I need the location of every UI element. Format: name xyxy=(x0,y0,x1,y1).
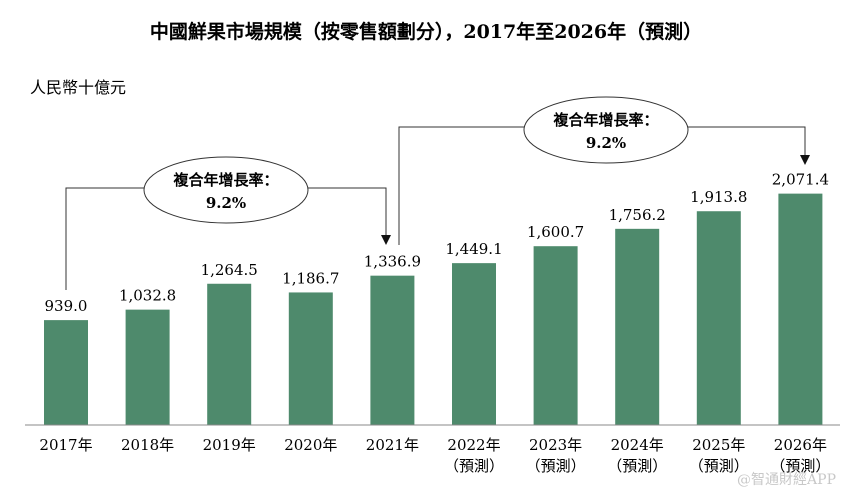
value-label: 1,600.7 xyxy=(527,223,584,241)
x-tick-label: 2026年 xyxy=(774,436,827,454)
bar-2017年 xyxy=(44,320,88,425)
x-axis-ticks: 2017年 2018年 2019年 2020年 2021年 2022年 （預測） 2023年 （… xyxy=(39,436,830,475)
value-label: 1,449.1 xyxy=(445,240,502,258)
value-label: 1,186.7 xyxy=(282,269,339,287)
bar-2022年 xyxy=(452,263,496,425)
x-tick-label: 2024年 xyxy=(611,436,664,454)
cagr-annotation: 複合年增長率： 9.2% xyxy=(398,96,810,245)
value-label: 1,336.9 xyxy=(364,253,421,271)
bar-2024年 xyxy=(615,228,660,425)
x-tick-label: 2017年 xyxy=(39,436,92,454)
x-tick-label: 2019年 xyxy=(203,436,256,454)
x-tick-note: （預測） xyxy=(526,457,586,475)
x-tick-note: （預測） xyxy=(444,457,504,475)
x-tick-label: 2023年 xyxy=(529,436,582,454)
bar-2021年 xyxy=(370,275,415,425)
cagr-label: 複合年增長率： xyxy=(172,171,278,189)
x-tick-label: 2025年 xyxy=(692,436,745,454)
bar-2018年 xyxy=(125,309,170,425)
cagr-annotation: 複合年增長率： 9.2% xyxy=(65,156,391,290)
x-tick-note: （預測） xyxy=(689,457,749,475)
bar-2025年 xyxy=(696,211,741,425)
cagr-value: 9.2% xyxy=(206,194,246,212)
value-label: 1,032.8 xyxy=(119,287,176,305)
x-tick-label: 2018年 xyxy=(121,436,174,454)
cagr-ellipse xyxy=(523,96,689,164)
x-tick-label: 2022年 xyxy=(447,436,500,454)
cagr-ellipse xyxy=(143,156,309,224)
chart-title: 中國鮮果市場規模（按零售額劃分），2017年至2026年（預測） xyxy=(150,20,702,43)
value-label: 1,264.5 xyxy=(201,261,258,279)
x-tick-note: （預測） xyxy=(770,457,830,475)
bars-group xyxy=(44,193,823,425)
unit-label: 人民幣十億元 xyxy=(30,78,126,97)
value-label: 939.0 xyxy=(45,297,88,315)
x-tick-note: （預測） xyxy=(607,457,667,475)
value-label: 2,071.4 xyxy=(772,171,829,189)
x-tick-label: 2021年 xyxy=(366,436,419,454)
bar-2019年 xyxy=(207,283,252,425)
x-tick-label: 2020年 xyxy=(284,436,337,454)
value-label: 1,756.2 xyxy=(609,206,666,224)
cagr-arrow-head xyxy=(800,155,810,165)
cagr-annotations: 複合年增長率： 9.2% 複合年增長率： 9.2% xyxy=(65,96,810,290)
cagr-label: 複合年增長率： xyxy=(552,111,658,129)
value-labels-group: 939.0 1,032.8 1,264.5 1,186.7 1,336.9 1,449.1… xyxy=(45,171,830,315)
watermark: @智通財經APP xyxy=(737,472,836,488)
bar-2023年 xyxy=(533,246,578,425)
bar-2026年 xyxy=(778,193,823,425)
cagr-arrow-head xyxy=(381,235,391,245)
bar-2020年 xyxy=(288,292,333,425)
value-label: 1,913.8 xyxy=(690,188,747,206)
cagr-value: 9.2% xyxy=(586,134,626,152)
